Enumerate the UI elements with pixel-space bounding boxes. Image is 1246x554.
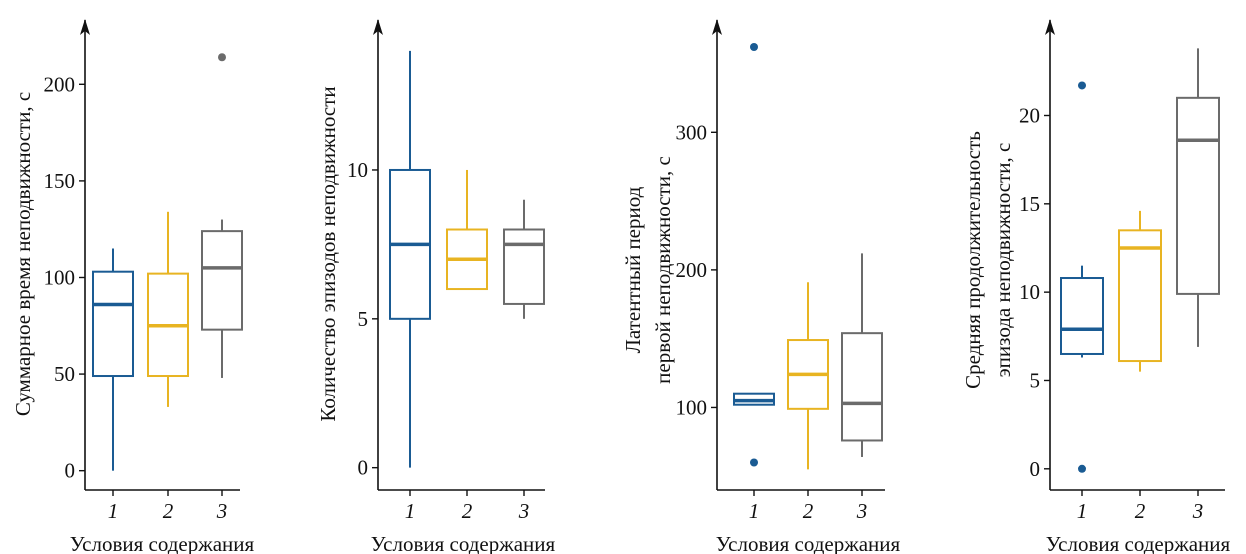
box-iqr: [503, 228, 545, 305]
x-tick-label: 2: [1135, 499, 1146, 523]
y-axis-title: Латентный период: [621, 186, 645, 353]
y-axis-title: Количество эпизодов неподвижности: [316, 86, 340, 421]
y-tick-label: 200: [44, 72, 76, 96]
y-tick-label: 50: [54, 362, 75, 386]
box-condition-1: [389, 50, 431, 468]
chart-panel-1: 0 50 100 150 200 1 2 3 Суммарное время неподвижн…: [11, 19, 255, 554]
chart-panel-2: 0 5 10 1 2 3 Количество эпизодов неподвижности…: [316, 19, 556, 554]
box-condition-1: [733, 43, 775, 467]
x-tick-label: 2: [163, 499, 174, 523]
box-condition-3: [841, 253, 883, 457]
y-tick-label: 15: [1019, 192, 1040, 216]
x-tick-label: 1: [108, 499, 119, 523]
x-tick-label: 2: [803, 499, 814, 523]
y-tick-label: 0: [65, 459, 76, 483]
box-condition-2: [147, 211, 189, 407]
y-tick-label: 100: [676, 395, 708, 419]
chart-panel-3: 100 200 300 1 2 3 Латентный период первой непод…: [621, 19, 901, 554]
box-condition-1: [92, 248, 134, 471]
box-condition-3: [503, 199, 545, 319]
x-axis-title: Условия содержания: [1046, 532, 1231, 554]
box-iqr: [1176, 96, 1220, 295]
x-axis-title: Условия содержания: [716, 532, 901, 554]
x-tick-label: 1: [749, 499, 760, 523]
box-iqr: [201, 230, 243, 331]
y-tick-label: 20: [1019, 103, 1040, 127]
box-condition-2: [446, 169, 488, 291]
y-tick-label: 0: [358, 456, 369, 480]
box-condition-1: [1060, 81, 1104, 473]
box-condition-3: [1176, 48, 1220, 347]
y-tick-label: 10: [347, 158, 368, 182]
x-tick-label: 3: [1192, 499, 1204, 523]
x-tick-label: 1: [405, 499, 416, 523]
y-tick-label: 200: [676, 258, 708, 282]
chart-panel-4: 0 5 10 15 20 1 2 3 Средняя продолжительность эпиз…: [961, 19, 1231, 554]
box-condition-2: [1118, 210, 1162, 372]
y-axis-title: Суммарное время неподвижности, с: [11, 92, 35, 416]
x-tick-label: 3: [216, 499, 228, 523]
box-iqr: [92, 270, 134, 378]
outlier-point: [218, 53, 226, 62]
y-tick-label: 10: [1019, 280, 1040, 304]
y-axis-title: первой неподвижности, с: [651, 156, 675, 384]
box-iqr: [841, 332, 883, 442]
y-tick-label: 5: [1030, 368, 1041, 392]
outlier-point: [750, 458, 758, 467]
y-tick-label: 0: [1030, 457, 1041, 481]
x-tick-label: 3: [518, 499, 530, 523]
x-tick-label: 1: [1077, 499, 1088, 523]
box-iqr: [1118, 229, 1162, 363]
y-tick-label: 100: [44, 265, 76, 289]
x-tick-label: 2: [462, 499, 473, 523]
y-tick-label: 300: [676, 120, 708, 144]
y-axis-title: эпизода неподвижности, с: [991, 143, 1015, 378]
x-axis-title: Условия содержания: [70, 532, 255, 554]
y-axis-title: Средняя продолжительность: [961, 131, 985, 389]
outlier-point: [750, 43, 758, 52]
outlier-point: [1078, 81, 1086, 90]
y-tick-label: 5: [358, 307, 369, 331]
outlier-point: [1078, 464, 1086, 473]
box-condition-2: [787, 282, 829, 470]
box-condition-3: [201, 53, 243, 378]
x-tick-label: 3: [856, 499, 868, 523]
y-tick-label: 150: [44, 169, 76, 193]
x-axis-title: Условия содержания: [371, 532, 556, 554]
box-iqr: [1060, 277, 1104, 355]
